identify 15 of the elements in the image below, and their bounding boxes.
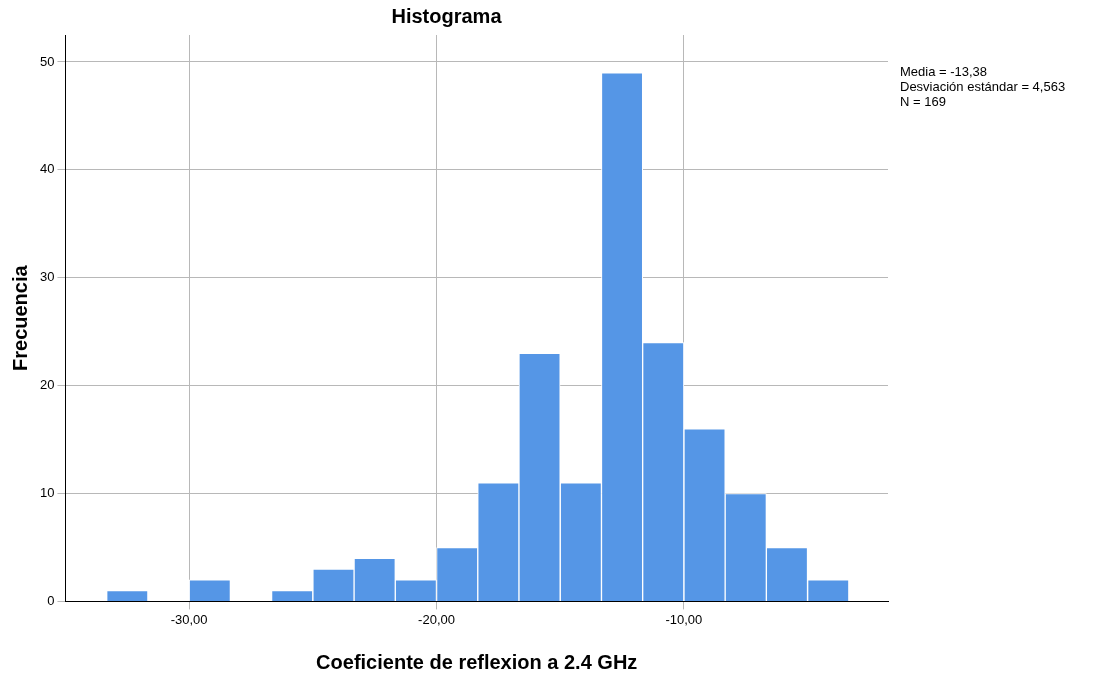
y-tick-label: 10 xyxy=(39,485,55,501)
y-tick-label: 0 xyxy=(47,592,55,608)
x-axis-title: Coeficiente de reflexion a 2.4 GHz xyxy=(316,650,638,673)
y-tick-label: 40 xyxy=(39,161,55,177)
y-tick-label: 50 xyxy=(39,53,55,69)
text: N = 169 xyxy=(900,94,946,110)
text: Desviación estándar = 4,563 xyxy=(900,79,1066,95)
x-tick-label: -30,00 xyxy=(170,611,208,627)
y-tick-label: 20 xyxy=(39,377,55,393)
chart-title: Histograma xyxy=(391,4,503,27)
y-tick-label: 30 xyxy=(39,269,55,285)
text: Media = -13,38 xyxy=(900,64,988,80)
y-axis-title: Frecuencia xyxy=(8,264,31,371)
x-tick-label: -10,00 xyxy=(665,611,703,627)
x-tick-label: -20,00 xyxy=(418,611,455,627)
